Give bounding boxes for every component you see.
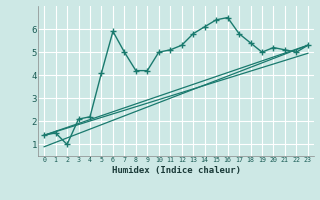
X-axis label: Humidex (Indice chaleur): Humidex (Indice chaleur): [111, 166, 241, 175]
